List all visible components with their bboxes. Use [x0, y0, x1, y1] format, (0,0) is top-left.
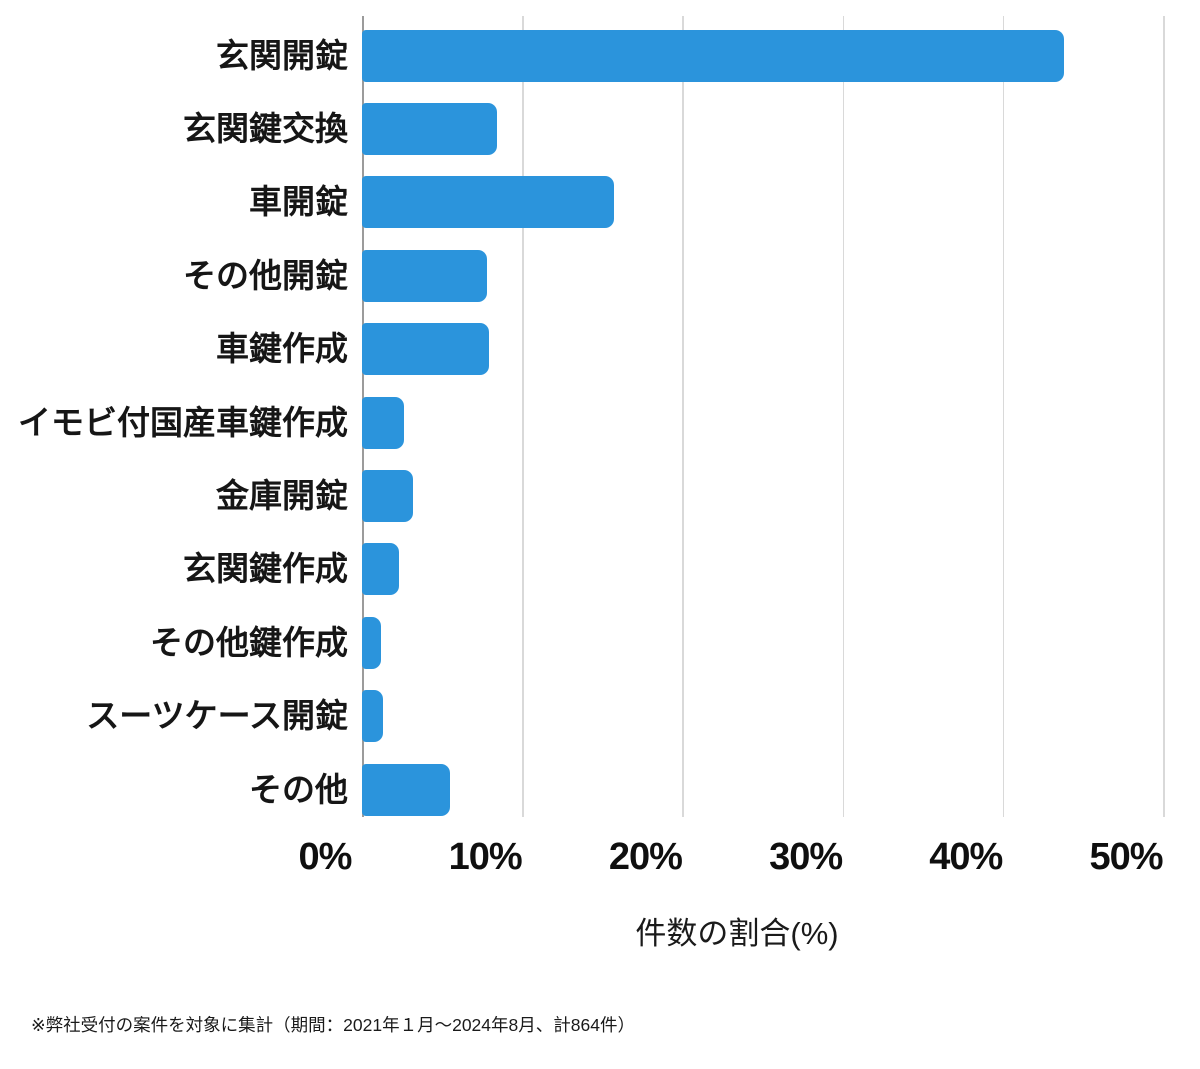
x-tick-label-30: 30%: [769, 836, 843, 878]
category-label-7: 玄関鍵作成: [183, 550, 348, 588]
bar-10: [362, 763, 451, 816]
bar-0: [362, 29, 1064, 82]
x-tick-label-0: 0%: [298, 836, 353, 878]
plot-area: [362, 16, 1165, 817]
category-label-1: 玄関鍵交換: [183, 109, 348, 147]
gridline-40: [1002, 16, 1005, 817]
bar-7: [362, 543, 399, 596]
gridline-10: [522, 16, 524, 817]
bar-5: [362, 396, 404, 449]
category-label-2: 車開錠: [249, 183, 348, 221]
category-label-0: 玄関開錠: [216, 36, 348, 74]
category-label-6: 金庫開錠: [216, 476, 348, 514]
bar-9: [362, 690, 383, 743]
x-axis-title: 件数の割合(%): [635, 916, 839, 951]
bar-3: [362, 249, 487, 302]
bar-4: [362, 323, 489, 376]
category-label-9: スーツケース開錠: [86, 697, 348, 735]
x-tick-label-20: 20%: [608, 836, 683, 878]
category-label-8: その他鍵作成: [150, 623, 348, 661]
x-tick-label-40: 40%: [929, 836, 1003, 878]
gridline-20: [682, 16, 684, 817]
chart-footnote: ※弊社受付の案件を対象に集計（期間：2021年１月〜2024年8月、計864件）: [31, 1015, 635, 1035]
x-tick-label-50: 50%: [1089, 836, 1163, 878]
bar-6: [362, 469, 414, 522]
x-tick-label-10: 10%: [448, 836, 523, 878]
category-label-10: その他: [249, 770, 348, 808]
category-label-3: その他開錠: [183, 256, 348, 294]
bar-8: [362, 616, 382, 669]
gridline-30: [842, 16, 845, 817]
category-label-4: 車鍵作成: [216, 330, 348, 368]
bar-2: [362, 176, 614, 229]
category-label-5: イモビ付国産車鍵作成: [18, 403, 348, 441]
gridline-50: [1163, 16, 1165, 817]
bar-1: [362, 102, 497, 155]
